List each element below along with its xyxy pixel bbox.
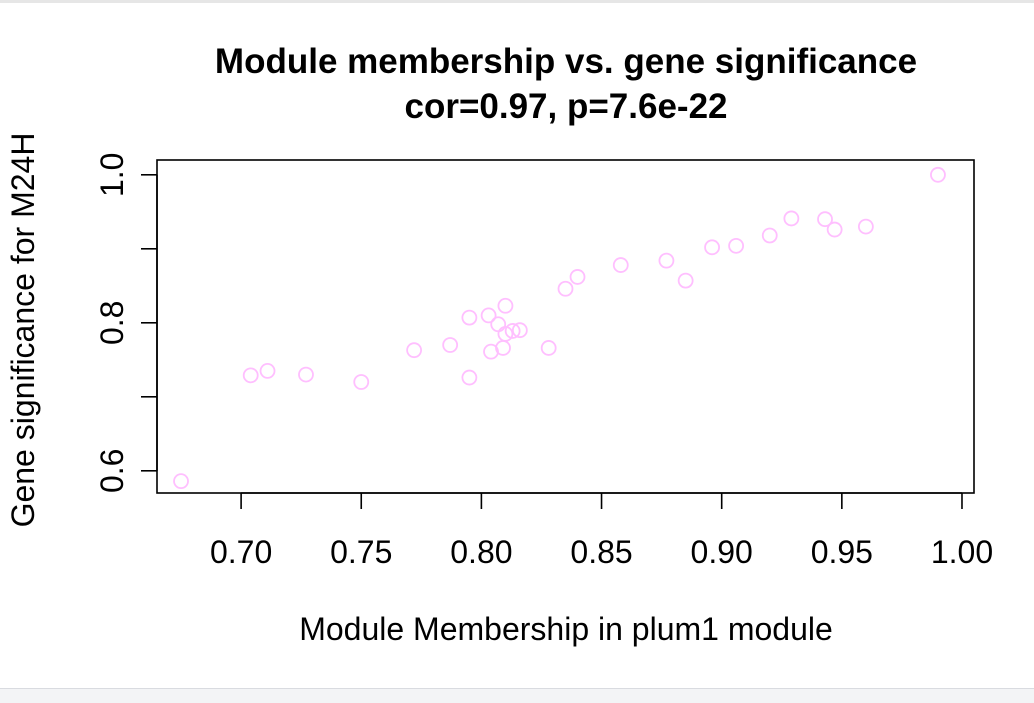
- data-point: [658, 252, 675, 269]
- data-point: [728, 237, 745, 254]
- data-point: [817, 211, 833, 228]
- data-point: [497, 297, 514, 314]
- data-point: [353, 374, 370, 390]
- x-axis-label: Module Membership in plum1 module: [299, 611, 833, 647]
- chart-subtitle: cor=0.97, p=7.6e-22: [405, 87, 728, 126]
- data-point: [612, 257, 629, 273]
- data-point: [857, 218, 874, 235]
- x-tick-label: 1.00: [931, 534, 993, 570]
- data-point: [298, 366, 314, 383]
- data-point: [461, 369, 478, 386]
- data-point: [490, 316, 507, 333]
- data-point: [242, 367, 259, 384]
- data-point: [511, 322, 528, 339]
- data-point: [677, 272, 694, 289]
- data-point: [173, 473, 189, 490]
- data-point: [497, 325, 514, 342]
- x-axis: 0.70 0.75 0.80 0.85 0.90 0.95 1.00: [210, 492, 993, 570]
- data-point: [704, 239, 720, 256]
- data-point: [442, 337, 459, 353]
- data-point: [540, 340, 557, 356]
- x-tick-label: 0.80: [450, 534, 512, 570]
- data-point: [761, 227, 778, 244]
- data-point: [504, 323, 521, 339]
- data-point: [461, 309, 478, 326]
- data-point: [930, 166, 946, 183]
- data-point: [495, 340, 511, 356]
- top-divider: [0, 0, 1034, 3]
- data-point: [557, 280, 574, 297]
- data-point: [406, 342, 423, 359]
- chart-title: Module membership vs. gene significance: [215, 42, 917, 81]
- y-axis: 0.6 0.8 1.0: [94, 153, 158, 493]
- data-point: [480, 307, 497, 324]
- y-tick-label: 0.6: [94, 449, 130, 493]
- data-point: [259, 362, 276, 379]
- x-tick-label: 0.75: [330, 534, 392, 570]
- plot-area-box: [156, 159, 975, 494]
- y-tick-label: 0.8: [94, 301, 130, 345]
- data-point: [783, 210, 800, 227]
- x-tick-label: 0.70: [210, 534, 272, 570]
- data-point: [826, 221, 843, 238]
- bottom-bar: [0, 688, 1034, 703]
- data-points: [173, 166, 946, 490]
- y-tick-label: 1.0: [94, 153, 130, 197]
- x-tick-label: 0.95: [811, 534, 873, 570]
- y-axis-label: Gene significance for M24H: [5, 133, 41, 528]
- x-tick-label: 0.90: [691, 534, 753, 570]
- data-point: [569, 269, 586, 285]
- x-tick-label: 0.85: [570, 534, 632, 570]
